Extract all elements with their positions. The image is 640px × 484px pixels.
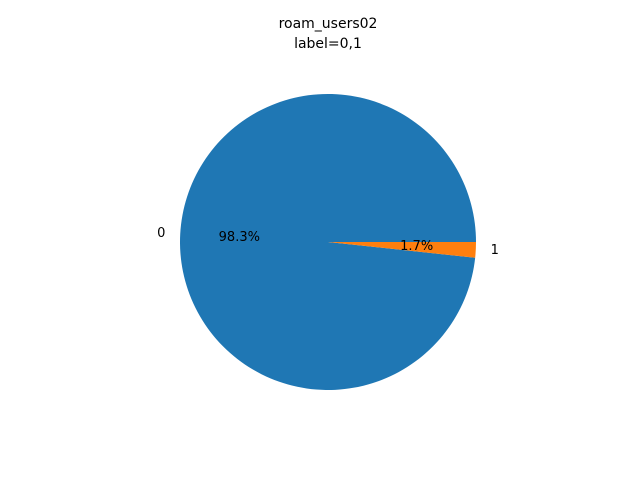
chart-title: roam_users02 (279, 16, 378, 32)
pie-slice-0 (180, 94, 476, 391)
chart-subtitle: label=0,1 (294, 36, 362, 52)
pie-slice-1 (328, 242, 476, 258)
pie-category-label: 0 (157, 226, 165, 241)
pie-percent-label: 98.3% (219, 230, 260, 245)
pie-percent-label: 1.7% (400, 239, 433, 254)
pie-category-label: 1 (491, 243, 499, 258)
